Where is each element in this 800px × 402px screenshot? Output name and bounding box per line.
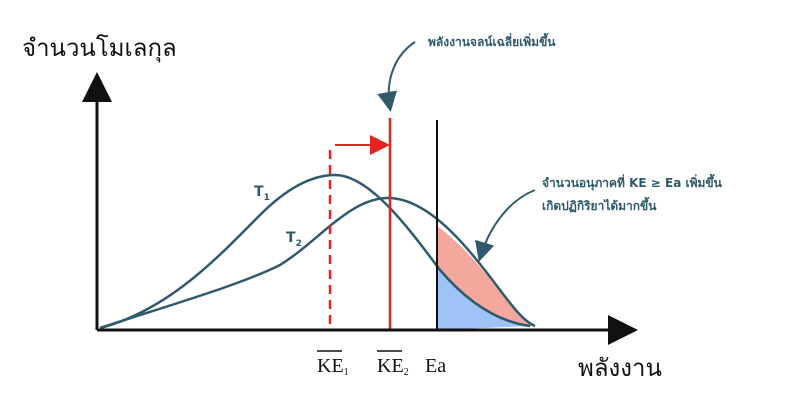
x-axis-label: พลังงาน — [578, 356, 662, 382]
annotation: จำนวนอนุภาคที่ KE ≥ Ea เพิ่มขึ้น — [542, 173, 723, 191]
annotation: เกิดปฏิกิริยาได้มากขึ้น — [542, 196, 657, 213]
marker-label: Ea — [425, 355, 446, 377]
marker-label: KE1 — [317, 355, 349, 378]
t1-region — [437, 268, 530, 330]
annotation: พลังงานจลน์เฉลี่ยเพิ่มขึ้น — [428, 32, 556, 49]
curve-label: T1 — [254, 184, 270, 203]
extra-region — [437, 226, 535, 326]
curve-label: T2 — [286, 230, 302, 249]
pointer-arrow — [475, 189, 536, 262]
marker-label: KE2 — [377, 355, 409, 378]
curve-t1 — [99, 173, 531, 330]
y-axis-label: จำนวนโมเลกุล — [22, 34, 177, 63]
pointer-arrow — [377, 41, 416, 112]
curve-t2 — [99, 196, 536, 330]
